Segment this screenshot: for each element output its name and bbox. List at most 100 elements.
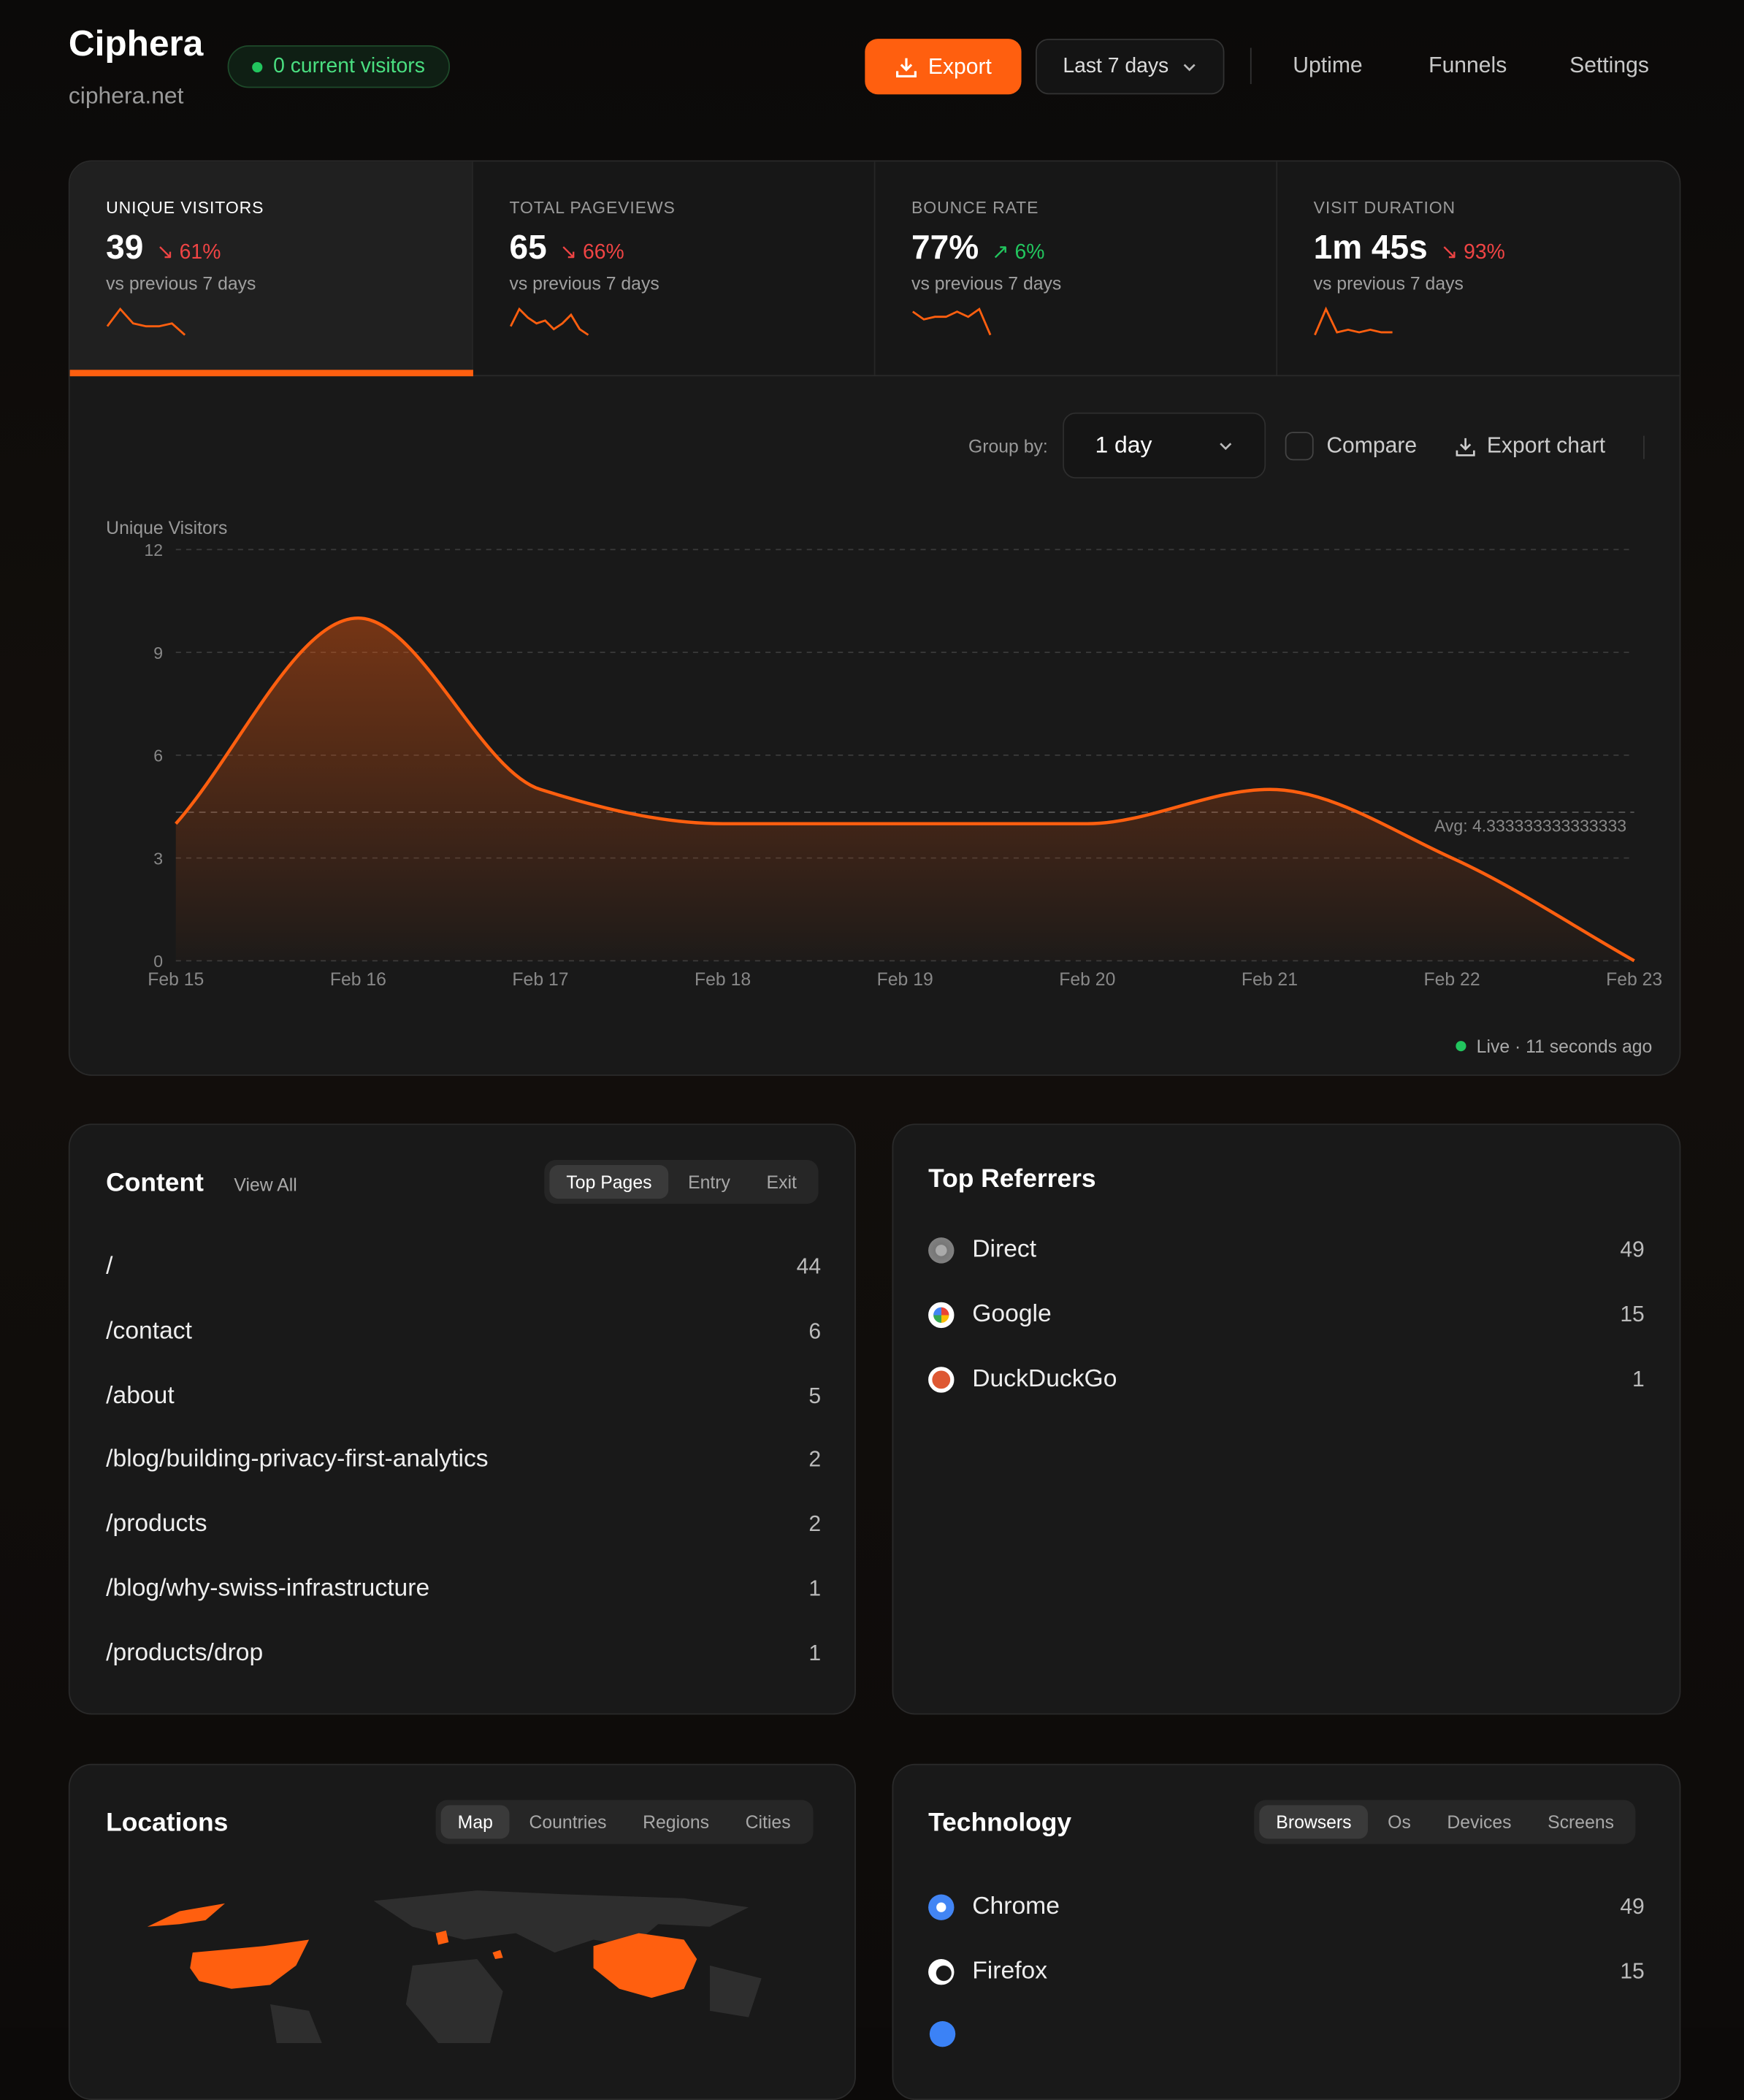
x-tick-label: Feb 21 xyxy=(1242,970,1298,990)
sparkline xyxy=(510,307,589,336)
data-point[interactable] xyxy=(1630,957,1638,965)
x-tick-label: Feb 23 xyxy=(1606,970,1662,990)
x-tick-label: Feb 22 xyxy=(1423,970,1480,990)
locations-title: Locations xyxy=(106,1809,229,1838)
stat-visit-duration[interactable]: VISIT DURATION 1m 45s ↘ 93% vs previous 7… xyxy=(1276,161,1678,375)
y-tick-label: 3 xyxy=(153,849,163,868)
overview-card: UNIQUE VISITORS 39 ↘ 61% vs previous 7 da… xyxy=(68,160,1681,1076)
tab-browsers[interactable]: Browsers xyxy=(1259,1805,1369,1839)
globe-icon xyxy=(928,1237,955,1264)
sparkline-line xyxy=(510,307,589,336)
tab-map[interactable]: Map xyxy=(440,1805,510,1839)
stat-label: TOTAL PAGEVIEWS xyxy=(509,197,676,218)
referrer-row[interactable]: DuckDuckGo 1 xyxy=(928,1365,1645,1394)
browser-row[interactable]: Firefox 15 xyxy=(928,1958,1645,1986)
browser-name: Chrome xyxy=(972,1893,1060,1920)
export-chart-label: Export chart xyxy=(1486,433,1606,458)
nav-funnels[interactable]: Funnels xyxy=(1429,53,1507,78)
firefox-icon xyxy=(928,1958,955,1985)
referrer-count: 1 xyxy=(1632,1367,1645,1391)
tab-countries[interactable]: Countries xyxy=(529,1811,607,1833)
data-point[interactable] xyxy=(719,820,727,828)
data-point[interactable] xyxy=(901,820,909,828)
referrer-row[interactable]: Direct 49 xyxy=(928,1236,1645,1264)
data-point[interactable] xyxy=(172,820,180,828)
page-path: /products/drop xyxy=(106,1639,264,1667)
stat-unique-visitors[interactable]: UNIQUE VISITORS 39 ↘ 61% vs previous 7 da… xyxy=(69,161,473,375)
tab-cities[interactable]: Cities xyxy=(745,1811,791,1833)
tab-regions[interactable]: Regions xyxy=(643,1811,710,1833)
active-stat-indicator xyxy=(69,370,473,377)
content-row[interactable]: /about 5 xyxy=(106,1382,821,1410)
live-dot-icon xyxy=(1456,1041,1466,1052)
browser-icon xyxy=(929,2020,956,2047)
map-region-middle-east xyxy=(492,1950,503,1960)
content-row[interactable]: /contact 6 xyxy=(106,1318,821,1346)
stat-bounce-rate[interactable]: BOUNCE RATE 77% ↗ 6% vs previous 7 days xyxy=(873,161,1277,375)
view-all-link[interactable]: View All xyxy=(234,1174,297,1195)
data-point[interactable] xyxy=(354,614,362,622)
stat-total-pageviews[interactable]: TOTAL PAGEVIEWS 65 ↘ 66% vs previous 7 da… xyxy=(472,161,874,375)
compare-checkbox[interactable] xyxy=(1285,432,1314,461)
stat-comparison: vs previous 7 days xyxy=(509,272,659,294)
sparkline xyxy=(106,307,186,336)
page-count: 1 xyxy=(808,1641,822,1665)
content-row[interactable]: /products 2 xyxy=(106,1511,821,1539)
map-region-europe xyxy=(435,1931,449,1945)
area-fill xyxy=(175,618,1634,961)
tab-os[interactable]: Os xyxy=(1388,1811,1411,1833)
page-count: 1 xyxy=(808,1576,822,1601)
export-chart-button[interactable]: Export chart xyxy=(1455,433,1606,459)
group-by-value: 1 day xyxy=(1095,432,1152,458)
chevron-down-icon xyxy=(1183,63,1196,71)
stat-change-value: 6% xyxy=(1014,242,1045,264)
x-tick-label: Feb 15 xyxy=(148,970,204,990)
tab-entry[interactable]: Entry xyxy=(688,1171,730,1193)
group-by-label: Group by: xyxy=(968,435,1048,457)
date-range-label: Last 7 days xyxy=(1063,55,1169,77)
locations-card: Locations Map Countries Regions Cities xyxy=(68,1763,856,2100)
referrer-count: 15 xyxy=(1620,1302,1645,1327)
duckduckgo-icon xyxy=(928,1367,955,1393)
nav-uptime[interactable]: Uptime xyxy=(1293,53,1363,78)
data-point[interactable] xyxy=(1084,820,1092,828)
page-path: /contact xyxy=(106,1317,192,1345)
content-row[interactable]: / 44 xyxy=(106,1253,821,1281)
tab-devices[interactable]: Devices xyxy=(1447,1811,1512,1833)
referrer-name: Google xyxy=(972,1300,1052,1329)
stat-change: ↗ 6% xyxy=(992,240,1045,265)
compare-label[interactable]: Compare xyxy=(1326,433,1418,458)
download-icon xyxy=(895,57,917,77)
chevron-down-icon xyxy=(1220,442,1232,450)
current-visitors-badge: 0 current visitors xyxy=(227,45,451,88)
chrome-icon xyxy=(928,1894,955,1920)
divider xyxy=(1250,47,1252,85)
browser-row[interactable]: Chrome 49 xyxy=(928,1893,1645,1922)
data-point[interactable] xyxy=(537,785,545,793)
referrer-row[interactable]: Google 15 xyxy=(928,1301,1645,1329)
content-row[interactable]: /products/drop 1 xyxy=(106,1639,821,1668)
date-range-select[interactable]: Last 7 days xyxy=(1036,39,1225,95)
nav-settings[interactable]: Settings xyxy=(1569,53,1649,78)
map-region-china xyxy=(593,1933,697,1998)
tab-top-pages[interactable]: Top Pages xyxy=(549,1165,669,1199)
content-row[interactable]: /blog/why-swiss-infrastructure 1 xyxy=(106,1575,821,1603)
group-by-select[interactable]: 1 day xyxy=(1063,412,1266,479)
stat-comparison: vs previous 7 days xyxy=(1313,272,1464,294)
page-path: /blog/why-swiss-infrastructure xyxy=(106,1575,430,1603)
stat-change-value: 61% xyxy=(179,242,221,264)
content-row[interactable]: /blog/building-privacy-first-analytics 2 xyxy=(106,1446,821,1475)
tab-screens[interactable]: Screens xyxy=(1548,1811,1615,1833)
y-tick-label: 9 xyxy=(153,644,163,663)
export-button[interactable]: Export xyxy=(865,39,1022,95)
tab-exit[interactable]: Exit xyxy=(766,1171,797,1193)
world-map[interactable] xyxy=(141,1888,787,2044)
sparkline-line xyxy=(1314,306,1393,336)
data-point[interactable] xyxy=(1448,854,1456,862)
page-count: 6 xyxy=(808,1318,822,1343)
stat-change-value: 66% xyxy=(583,242,624,264)
data-point[interactable] xyxy=(1266,785,1274,793)
sparkline xyxy=(1314,306,1393,336)
y-axis-label: Unique Visitors xyxy=(106,517,228,538)
divider xyxy=(1643,435,1645,459)
